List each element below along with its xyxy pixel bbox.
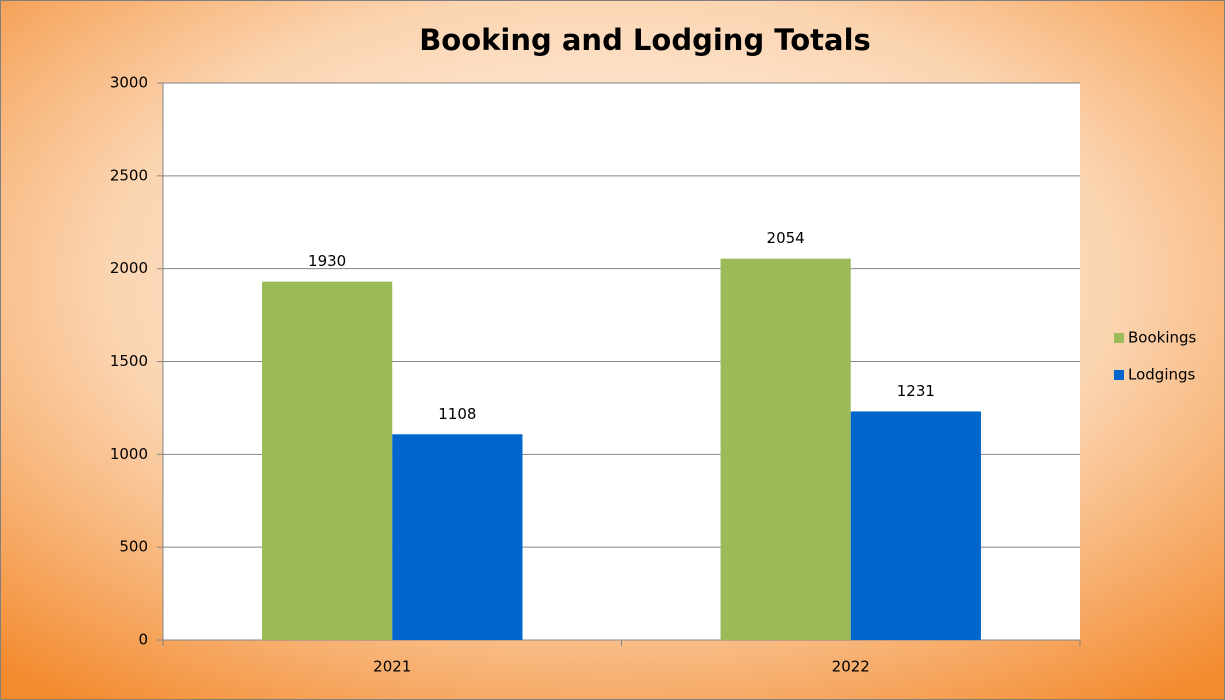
- bar: [262, 281, 393, 640]
- data-label: 1231: [897, 382, 935, 400]
- y-tick-label: 500: [119, 538, 148, 556]
- legend-label: Bookings: [1128, 329, 1197, 347]
- data-label: 1930: [308, 252, 346, 270]
- bar: [720, 258, 851, 640]
- y-tick-label: 1500: [110, 352, 148, 370]
- data-label: 1108: [438, 405, 476, 423]
- x-tick-label: 2022: [832, 658, 870, 676]
- y-tick-label: 2000: [110, 259, 148, 277]
- y-tick-label: 3000: [110, 74, 148, 92]
- chart-title: Booking and Lodging Totals: [419, 23, 871, 57]
- y-tick-label: 0: [138, 631, 148, 649]
- y-tick-label: 1000: [110, 445, 148, 463]
- legend-swatch: [1114, 370, 1124, 380]
- data-label: 2054: [767, 229, 805, 247]
- bar: [850, 411, 981, 640]
- legend-swatch: [1114, 333, 1124, 343]
- legend-label: Lodgings: [1128, 366, 1196, 384]
- y-tick-label: 2500: [110, 166, 148, 184]
- x-tick-label: 2021: [373, 658, 411, 676]
- bar: [392, 434, 523, 640]
